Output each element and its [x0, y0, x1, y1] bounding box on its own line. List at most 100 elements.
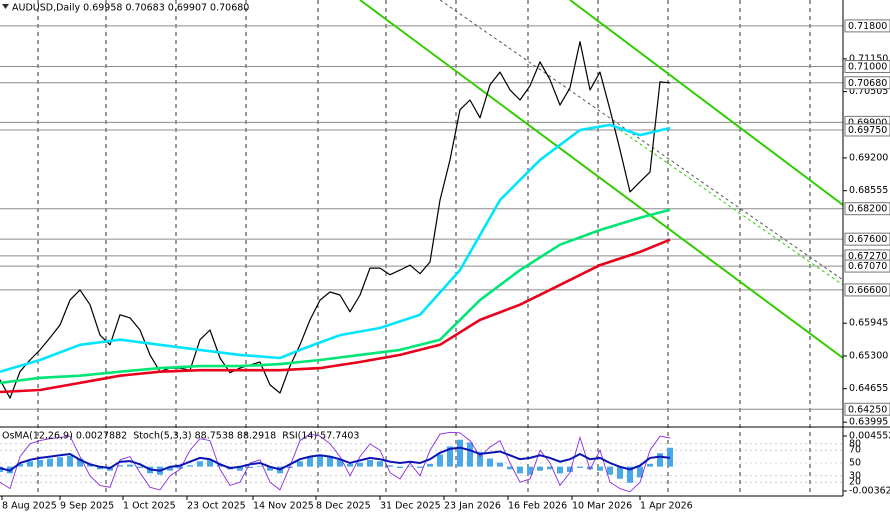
level-label-box	[844, 402, 890, 416]
y-tick-label: 0.65300	[849, 350, 888, 361]
osma-bar	[207, 459, 213, 467]
osma-bar	[397, 466, 403, 468]
osma-bar	[187, 465, 193, 467]
osma-bar	[537, 466, 543, 471]
osma-bar	[17, 463, 23, 467]
osma-bar	[607, 466, 613, 475]
price-series	[0, 41, 671, 399]
axes: 0.71150 0.70505 0.69200 0.68555 0.65945 0.653…	[1, 19, 890, 512]
moving-average	[0, 238, 671, 394]
x-tick-label: 9 Sep 2025	[60, 501, 114, 512]
y-tick-label: 0.65945	[849, 318, 888, 329]
x-tick-label: 23 Oct 2025	[187, 501, 246, 512]
osma-bar	[257, 465, 263, 467]
osma-bar	[467, 442, 473, 467]
osma-bar	[507, 466, 513, 470]
osma-bar	[307, 457, 313, 467]
level-label-box	[844, 19, 890, 33]
osma-bar	[367, 459, 373, 467]
osma-bar	[637, 466, 643, 478]
menu-icon[interactable]	[2, 4, 9, 9]
osma-bar	[57, 457, 63, 467]
y-tick-label: 20	[849, 477, 861, 488]
osma-bar	[197, 461, 203, 467]
osma-bar	[27, 461, 33, 467]
y2-tick-label: -0.003621	[849, 486, 890, 497]
y-tick-label: 0.71150	[849, 53, 888, 64]
osma-bar	[377, 461, 383, 467]
osma-bar	[137, 466, 143, 468]
level-label-box	[844, 259, 890, 273]
osma-bar	[177, 466, 183, 469]
osma-bar	[577, 466, 583, 468]
level-label: 0.70680	[848, 78, 887, 89]
osma-bar	[337, 459, 343, 467]
indicator-panel	[0, 431, 843, 493]
y-tick-label: 30	[849, 470, 861, 481]
y-tick-label: 50	[849, 458, 861, 469]
x-tick-label: 1 Apr 2026	[640, 501, 693, 512]
level-label: 0.68200	[848, 204, 887, 215]
osma-bar	[97, 466, 103, 470]
osma-bar	[657, 453, 663, 467]
osma-bar	[117, 465, 123, 467]
oscillator-line	[0, 446, 671, 472]
y-tick-label: 0.69200	[849, 152, 888, 163]
channel-line	[569, 0, 843, 206]
legend-entry: Stoch(5,3,3) 88.7538 88.2918	[133, 431, 276, 442]
level-label: 0.67600	[848, 234, 887, 245]
moving-average	[0, 208, 671, 385]
legend-entry: RSI(14) 57.7403	[282, 431, 359, 442]
osma-bar	[297, 461, 303, 467]
y-tick-label: 70	[849, 445, 861, 456]
x-tick-label: 31 Dec 2025	[380, 501, 441, 512]
level-label-box	[844, 232, 890, 246]
level-label: 0.69900	[848, 117, 887, 128]
level-label-box	[844, 202, 890, 216]
osma-bar	[127, 464, 133, 467]
x-tick-label: 8 Aug 2025	[2, 501, 57, 512]
level-label: 0.71000	[848, 62, 887, 73]
osma-bar	[347, 463, 353, 467]
osma-bar	[67, 455, 73, 467]
levels	[0, 25, 843, 410]
level-label: 0.67070	[848, 261, 887, 272]
osma-bar	[237, 466, 243, 471]
level-label-box	[844, 60, 890, 74]
x-tick-label: 23 Jan 2026	[444, 501, 501, 512]
osma-bar	[627, 466, 633, 483]
osma-bar	[457, 439, 463, 467]
osma-bar	[557, 466, 563, 474]
level-label-box	[844, 76, 890, 90]
level-label: 0.69750	[848, 125, 887, 136]
osma-bar	[437, 454, 443, 467]
osma-bar	[447, 446, 453, 467]
osma-bar	[327, 457, 333, 467]
osma-bar	[387, 465, 393, 467]
osma-bar	[647, 463, 653, 467]
y-tick-label: 0.70505	[849, 86, 888, 97]
x-tick-label: 8 Dec 2025	[316, 501, 371, 512]
y-tick-label: 80	[849, 438, 861, 449]
channel-line	[359, 0, 843, 359]
y-tick-label: 0.68555	[849, 185, 888, 196]
osma-bar	[597, 466, 603, 471]
osma-bar	[317, 455, 323, 467]
osma-bar	[497, 462, 503, 467]
x-tick-label: 1 Oct 2025	[123, 501, 176, 512]
osma-bar	[47, 458, 53, 467]
level-label-box	[844, 283, 890, 297]
x-tick-label: 14 Nov 2025	[253, 501, 314, 512]
legend-entry: OsMA(12,26,9) 0.0027882	[2, 431, 127, 442]
x-tick-label: 10 Mar 2026	[572, 501, 632, 512]
osma-bar	[357, 462, 363, 467]
osma-bar	[567, 466, 573, 473]
x-tick-label: 16 Feb 2026	[508, 501, 567, 512]
osma-bar	[527, 466, 533, 475]
osma-bar	[617, 466, 623, 479]
osma-bar	[267, 466, 273, 471]
indicator-legend: OsMA(12,26,9) 0.0027882 Stoch(5,3,3) 88.7…	[2, 431, 359, 442]
osma-bar	[407, 465, 413, 467]
